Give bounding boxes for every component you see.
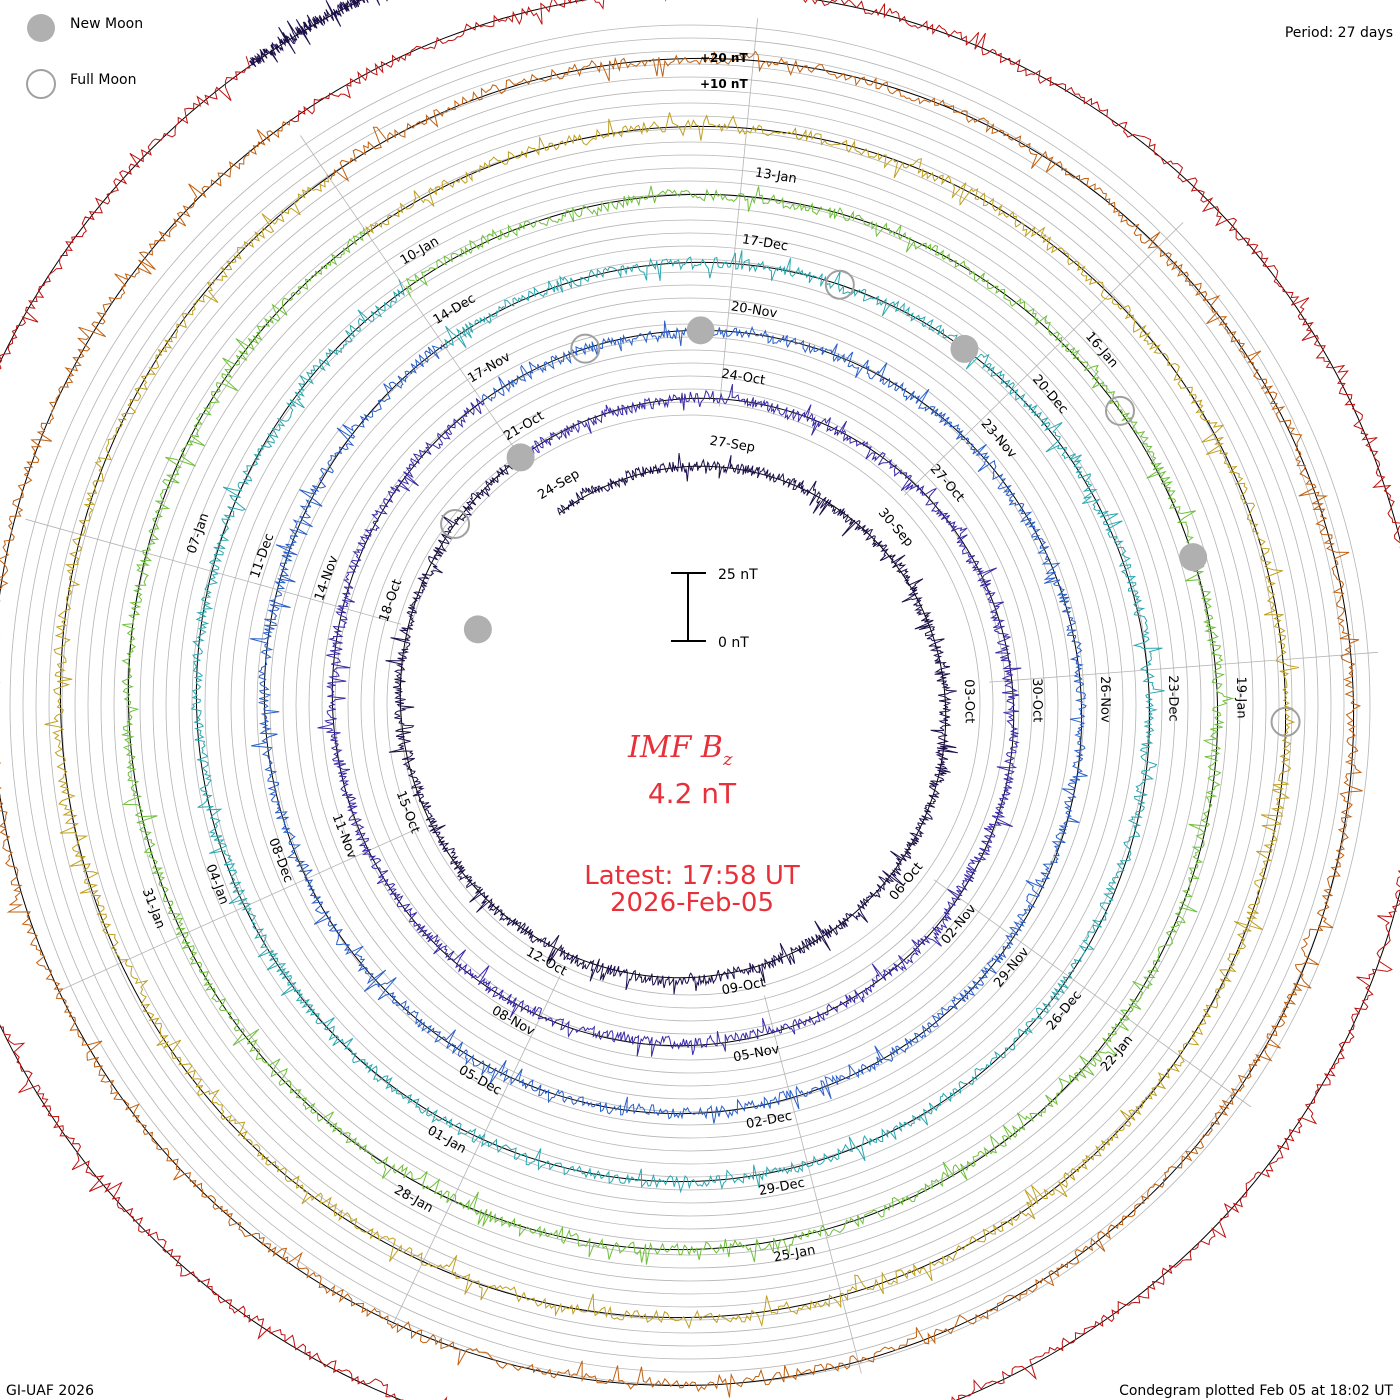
grid-spoke (933, 879, 1252, 1108)
date-label: 27-Sep (708, 434, 756, 456)
date-label: 30-Oct (1029, 678, 1045, 722)
grid-ring (204, 219, 1176, 1191)
grid-ring (113, 128, 1267, 1282)
scale-bottom-label: 0 nT (718, 635, 749, 651)
date-label: 19-Jan (1233, 676, 1249, 718)
grid-spoke (718, 18, 759, 407)
grid-ring (61, 76, 1319, 1334)
grid-ring (269, 284, 1111, 1126)
footer-plot-time: Condegram plotted Feb 05 at 18:02 UT (1119, 1383, 1393, 1399)
current-value: 4.2 nT (648, 777, 737, 810)
legend-new-moon: New Moon (70, 16, 143, 32)
grid-ring (334, 349, 1046, 1061)
trace-turn-7 (0, 50, 1363, 1398)
grid-spoke (989, 651, 1379, 683)
date-label: 08-Nov (489, 1003, 537, 1039)
date-label: 10-Jan (398, 234, 442, 268)
grid-spoke (25, 518, 402, 625)
date-label: 18-Oct (377, 577, 406, 624)
grid-ring (243, 258, 1137, 1152)
date-label: 26-Nov (1097, 676, 1113, 723)
grid-ring (165, 180, 1215, 1230)
footer-credit: GI-UAF 2026 (6, 1383, 94, 1399)
full-moon-marker (440, 508, 471, 539)
date-label: 05-Nov (732, 1042, 781, 1066)
grid-ring (256, 271, 1124, 1139)
date-label: 14-Nov (312, 554, 342, 603)
grid-ring (347, 362, 1033, 1048)
grid-ring (48, 63, 1332, 1347)
date-label: 02-Dec (745, 1109, 793, 1132)
latest-date: 2026-Feb-05 (610, 888, 774, 918)
ref-ring-inner-label: +10 nT (700, 77, 748, 91)
latest-time: Latest: 17:58 UT (584, 861, 800, 891)
date-label: 03-Oct (961, 679, 977, 723)
scale-top-label: 25 nT (718, 567, 758, 583)
date-label: 13-Jan (754, 165, 798, 187)
grid-ring (87, 102, 1293, 1308)
date-label: 23-Nov (978, 416, 1020, 461)
grid-ring (74, 89, 1306, 1321)
full-moon-marker (570, 333, 601, 364)
grid-spoke (391, 975, 561, 1328)
date-label: 15-Oct (393, 789, 423, 836)
grid-spoke (904, 222, 1184, 496)
grid-ring (152, 167, 1228, 1243)
period-label: Period: 27 days (1285, 25, 1393, 41)
grid-ring (217, 232, 1163, 1178)
date-label: 11-Dec (248, 532, 277, 581)
new-moon-marker (463, 615, 492, 644)
date-label: 01-Jan (425, 1123, 469, 1157)
date-label: 17-Dec (741, 232, 789, 254)
date-label: 23-Dec (1165, 675, 1181, 722)
trace-turn-9 (248, 0, 388, 68)
moon-markers (440, 269, 1301, 737)
full-moon-icon (26, 69, 56, 99)
grid-ring (360, 375, 1020, 1035)
trace-turn-4 (190, 250, 1165, 1194)
grid-ring (321, 336, 1059, 1074)
trace-turn-1 (385, 453, 959, 995)
grid-ring (126, 141, 1254, 1269)
date-label: 04-Jan (202, 862, 231, 907)
grid-ring (373, 388, 1007, 1022)
full-moon-marker (1270, 706, 1301, 737)
grid-ring (22, 37, 1358, 1373)
new-moon-icon (27, 14, 55, 42)
new-moon-marker (686, 316, 715, 345)
chart-title: IMF Bz (627, 730, 733, 770)
date-label: 24-Oct (720, 367, 766, 389)
date-label: 14-Dec (431, 291, 479, 328)
trace-turn-5 (120, 185, 1235, 1265)
scale-bar: 25 nT 0 nT (671, 567, 758, 651)
new-moon-marker (950, 334, 979, 363)
grid-ring (399, 414, 981, 996)
trace-turn-6 (44, 112, 1300, 1330)
ref-ring-outer-label: +20 nT (700, 51, 748, 65)
grid-ring (386, 401, 994, 1009)
grid-ring (191, 206, 1189, 1204)
new-moon-marker (506, 443, 535, 472)
grid-ring (35, 50, 1345, 1360)
new-moon-marker (1179, 543, 1208, 572)
legend-full-moon: Full Moon (70, 72, 136, 88)
trace-turn-2 (317, 383, 1022, 1057)
date-label: 24-Sep (535, 467, 582, 503)
full-moon-marker (824, 269, 855, 300)
grid-ring (100, 115, 1280, 1295)
full-moon-marker (1104, 395, 1135, 426)
grid-spoke (764, 995, 862, 1374)
date-label: 20-Nov (730, 299, 779, 321)
trace-turn-3 (249, 320, 1088, 1124)
date-label: 20-Dec (1029, 372, 1071, 417)
date-label: 29-Dec (758, 1176, 806, 1199)
grid-ring (139, 154, 1241, 1256)
date-label: 30-Sep (875, 506, 916, 550)
